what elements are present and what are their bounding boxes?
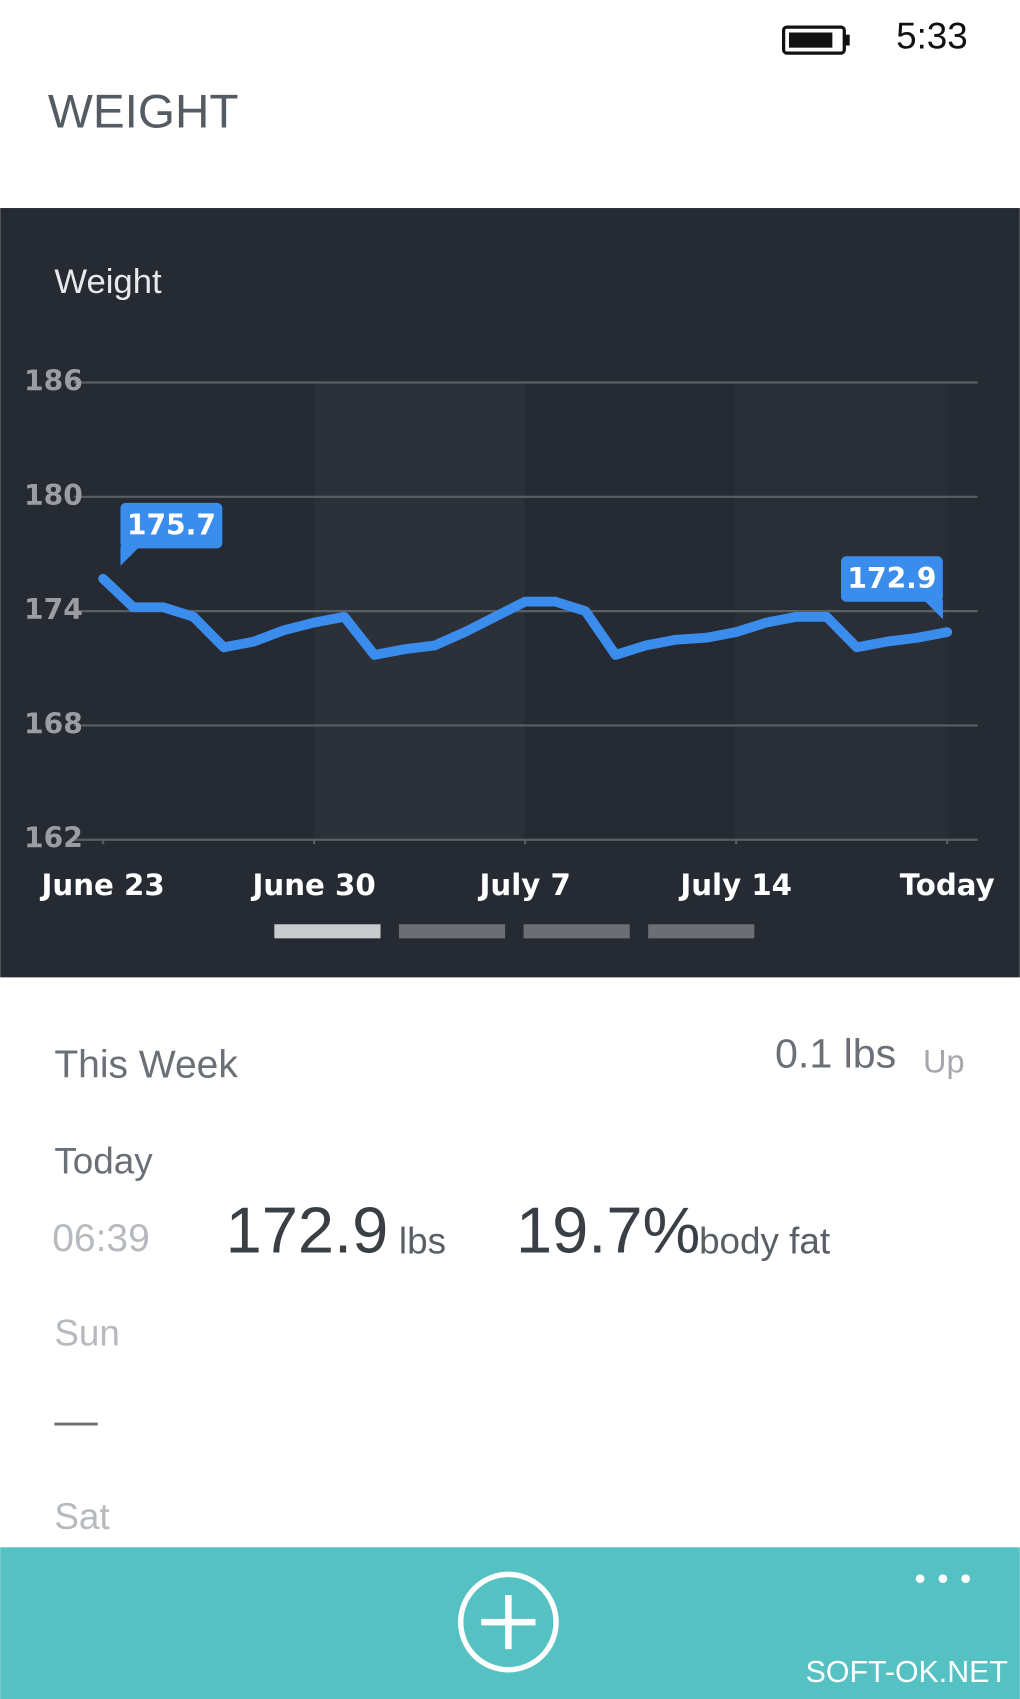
x-tick-label: July 7 [477,868,570,902]
entry-weight-unit: lbs [399,1221,446,1262]
summary-label: This Week [54,1044,238,1087]
more-dot[interactable] [938,1574,948,1584]
y-tick-label: 186 [24,364,83,397]
entry-value: — [54,1397,98,1445]
x-tick-label: July 14 [678,868,792,902]
page-title: WEIGHT [48,85,239,138]
page-indicator[interactable] [648,924,755,939]
add-button[interactable] [457,1571,559,1673]
battery-level [789,32,833,48]
battery-icon [781,25,846,55]
value-label: 175.7 [127,509,216,542]
entry-day: Today [54,1140,153,1181]
entry-day: Sun [54,1313,120,1354]
summary-direction: Up [923,1044,965,1080]
value-callout [841,556,943,602]
chart-title: Weight [54,263,162,301]
entry-weight: 172.9 [226,1193,389,1266]
x-tick-label: June 30 [251,868,376,902]
x-tick-label: Today [900,868,995,902]
more-dot[interactable] [915,1574,925,1584]
chart: 162 168 174 180 186 June 23 June 30 July 7 July … [24,364,995,901]
entry-day: Sat [54,1496,109,1537]
summary-change: 0.1 lbs [775,1030,896,1076]
entry-body-fat: 19.7% [516,1193,700,1266]
entry-time: 06:39 [52,1217,150,1260]
x-tick-label: June 23 [39,868,164,902]
weight-line [98,573,953,660]
add-icon [481,1594,536,1650]
page-indicator[interactable] [398,924,506,939]
y-tick-label: 180 [24,479,83,512]
clock: 5:33 [896,16,968,57]
value-callout [120,502,223,549]
page-indicator[interactable] [523,924,630,939]
watermark: SOFT-OK.NET [806,1656,1008,1689]
value-label: 172.9 [847,562,936,595]
battery-tip [845,34,850,46]
y-tick-label: 174 [24,593,83,626]
more-dot[interactable] [961,1574,970,1584]
y-tick-label: 168 [24,707,83,740]
y-tick-label: 162 [24,822,83,855]
page-indicator-active[interactable] [274,924,381,939]
entry-body-fat-label: body fat [699,1221,830,1262]
